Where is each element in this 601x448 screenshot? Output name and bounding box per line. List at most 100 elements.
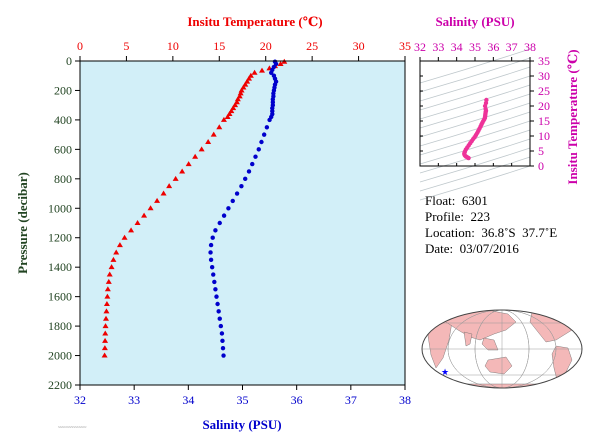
land-australia	[484, 356, 513, 375]
temperature-tick-label: 15	[213, 39, 225, 53]
salinity-point	[215, 301, 220, 307]
salinity-point	[230, 198, 235, 204]
pressure-tick-label: 2000	[48, 349, 72, 363]
location-label: Location:	[425, 225, 475, 240]
density-isoline	[419, 156, 531, 192]
temperature-point	[134, 220, 141, 225]
density-isoline	[419, 165, 531, 201]
temperature-point	[104, 286, 111, 292]
ts-salinity-tick-label: 33	[432, 40, 444, 54]
pressure-tick-label: 400	[54, 113, 72, 127]
temperature-point	[113, 249, 120, 255]
salinity-point	[261, 132, 267, 137]
temperature-tick-label: 35	[399, 39, 411, 53]
ts-temperature-title: Insitu Temperature (℃)	[565, 49, 580, 184]
salinity-point	[256, 147, 261, 152]
pressure-tick-label: 0	[66, 54, 72, 68]
temperature-point	[172, 175, 179, 181]
salinity-point	[214, 294, 219, 299]
temperature-point	[234, 96, 241, 102]
temperature-point	[102, 323, 109, 329]
temperature-point	[185, 161, 192, 167]
salinity-tick-label: 32	[74, 393, 86, 407]
ts-temperature-tick-label: 10	[538, 129, 550, 143]
temperature-point	[238, 87, 245, 93]
salinity-point	[213, 287, 218, 292]
profile-value: 223	[470, 209, 491, 224]
date-label: Date:	[425, 241, 454, 256]
salinity-point	[208, 242, 214, 248]
salinity-point	[218, 323, 224, 329]
float-value: 6301	[461, 193, 488, 208]
density-isoline	[419, 138, 531, 174]
salinity-tick-label: 36	[291, 393, 303, 407]
main-profile-plot: 0 5 10 15 20 25 30 35 32 33 34 35 36 37 38 0 200 400 600 80…	[15, 14, 411, 432]
temperature-point	[103, 315, 109, 321]
tiny-footer-mark: ~~~~~~~~~~~~~~~	[58, 425, 87, 429]
pressure-tick-label: 600	[54, 142, 72, 156]
salinity-point	[208, 257, 214, 263]
temperature-point	[102, 337, 109, 343]
land-southeast-asia	[481, 337, 499, 351]
salinity-point	[267, 117, 272, 123]
temperature-point	[121, 234, 128, 240]
pressure-tick-label: 2200	[48, 378, 72, 392]
temperature-point	[220, 116, 227, 122]
temperature-point	[105, 278, 112, 284]
location-value: 36.8˚S 37.7˚E	[481, 225, 558, 240]
salinity-tick-label: 35	[237, 393, 249, 407]
temperature-point	[205, 139, 212, 144]
info-float: Float: 6301	[425, 193, 488, 209]
temperature-tick-label: 20	[260, 39, 272, 53]
info-location: Location: 36.8˚S 37.7˚E	[425, 225, 557, 241]
pressure-tick-label: 200	[54, 83, 72, 97]
salinity-tick-label: 37	[345, 393, 357, 407]
land-india	[463, 331, 473, 347]
salinity-point	[208, 250, 213, 255]
temperature-point	[110, 256, 117, 262]
profile-label: Profile:	[425, 209, 464, 224]
salinity-point	[211, 272, 216, 277]
ts-salinity-tick-label: 35	[469, 40, 481, 54]
salinity-point	[226, 206, 231, 211]
ts-salinity-tick-label: 36	[487, 40, 499, 54]
info-date: Date: 03/07/2016	[425, 241, 519, 257]
salinity-point	[220, 345, 226, 351]
ts-salinity-title: Salinity (PSU)	[435, 14, 514, 29]
float-label: Float:	[425, 193, 456, 208]
temperature-point	[101, 345, 108, 351]
ts-salinity-tick-label: 37	[506, 40, 518, 54]
map-border	[421, 309, 583, 389]
ts-temperature-tick-label: 5	[538, 144, 544, 158]
ts-salinity-tick-label: 32	[414, 40, 426, 54]
float-location-marker: ★	[441, 367, 449, 377]
salinity-point	[217, 316, 222, 321]
density-isoline	[419, 111, 531, 147]
salinity-point	[210, 235, 215, 240]
temperature-point	[141, 212, 148, 218]
date-value: 03/07/2016	[459, 241, 519, 256]
pressure-tick-label: 1000	[48, 201, 72, 215]
ts-temperature-tick-label: 0	[538, 159, 544, 173]
temperature-point	[104, 293, 111, 299]
ts-point	[466, 155, 471, 161]
temperature-point	[128, 227, 135, 233]
salinity-point	[216, 309, 221, 314]
salinity-point	[246, 169, 252, 174]
pressure-axis-title: Pressure (decibar)	[15, 172, 30, 274]
salinity-point	[259, 139, 264, 145]
salinity-point	[264, 125, 270, 130]
temperature-point	[179, 168, 186, 174]
pressure-tick-label: 800	[54, 172, 72, 186]
salinity-point	[220, 338, 225, 344]
ts-temperature-tick-label: 25	[538, 84, 550, 98]
density-isoline	[419, 75, 531, 111]
salinity-point	[243, 176, 248, 182]
salinity-tick-label: 38	[399, 393, 411, 407]
salinity-point	[213, 228, 218, 233]
pressure-tick-label: 1600	[48, 290, 72, 304]
temperature-axis-title: Insitu Temperature (℃)	[187, 14, 322, 29]
temperature-tick-label: 5	[123, 39, 129, 53]
density-isoline	[419, 129, 531, 165]
